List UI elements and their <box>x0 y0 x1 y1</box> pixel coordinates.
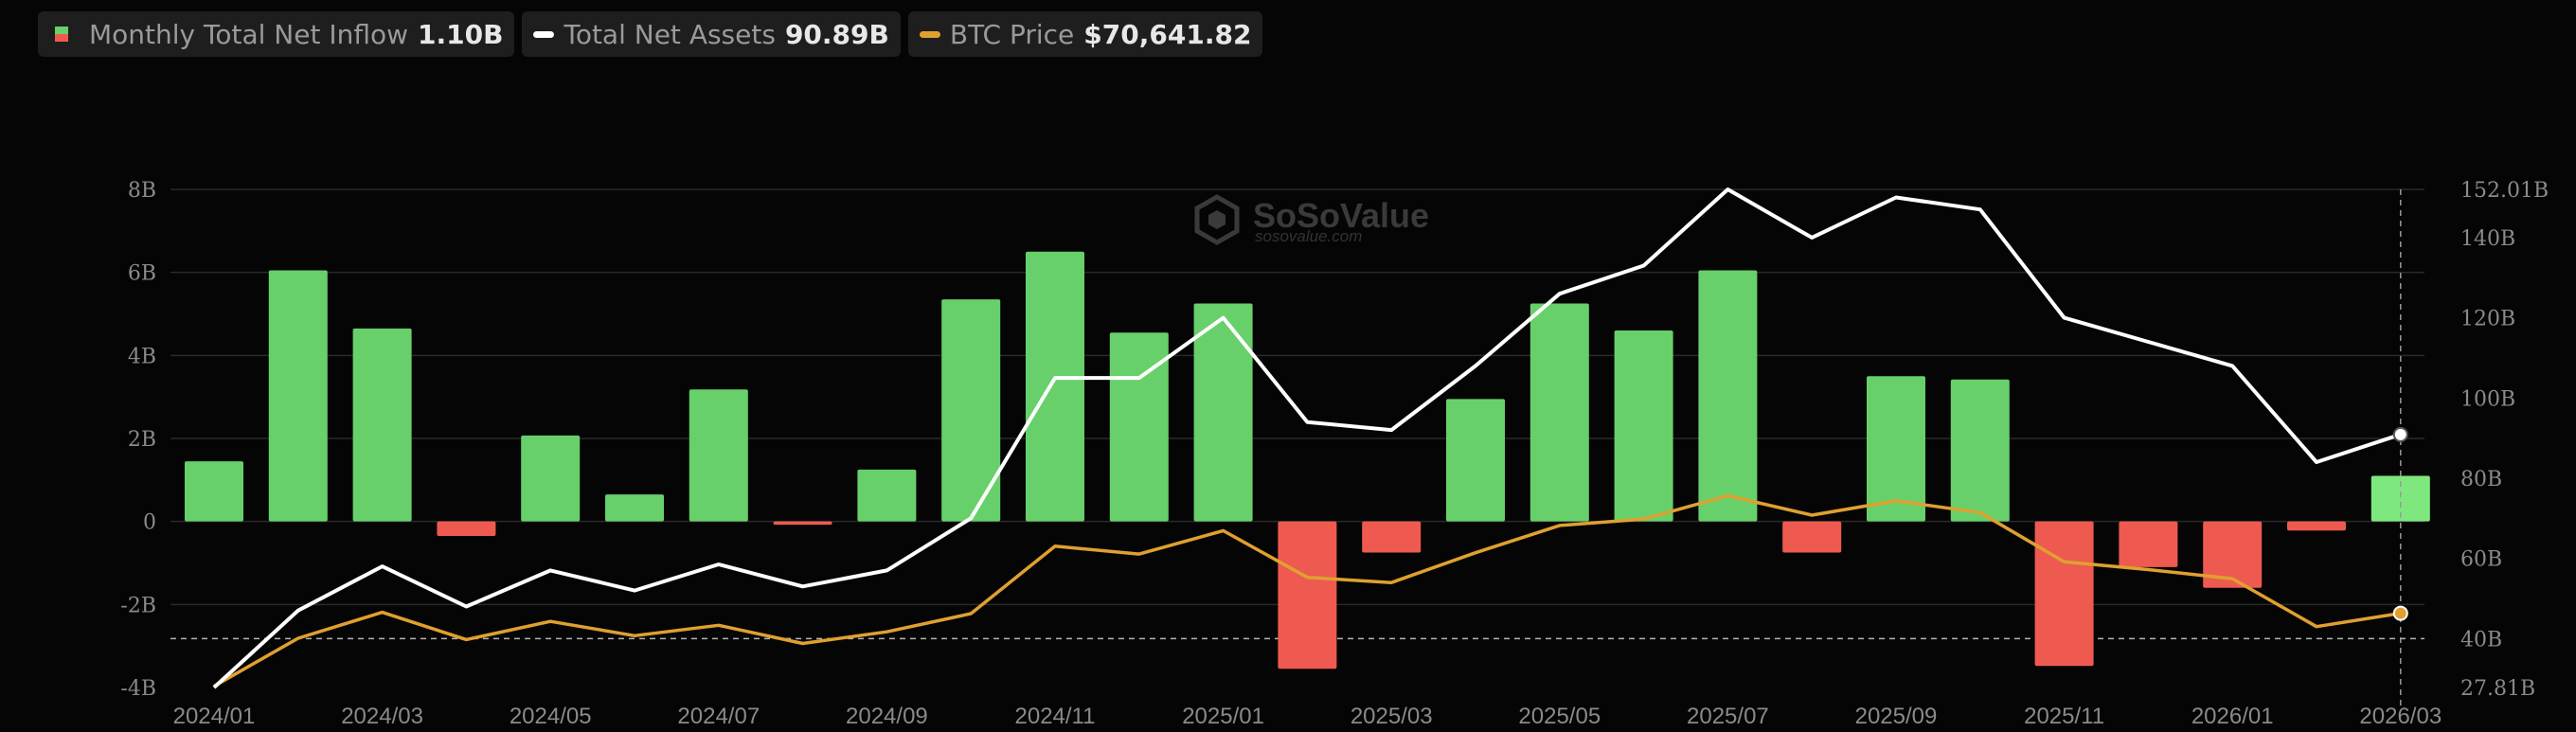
inflow-bar-2026/01 <box>2203 521 2263 588</box>
right-tick-label: 40B <box>2460 628 2502 652</box>
x-tick-label: 2025/05 <box>1518 704 1601 729</box>
assets-swatch-icon <box>533 30 555 38</box>
left-tick-label: 8B <box>128 179 156 203</box>
x-tick-label: 2025/09 <box>1855 704 1938 729</box>
chart-legend: Monthly Total Net Inflow 1.10B Total Net… <box>38 11 1263 57</box>
legend-btc-label: BTC Price <box>949 18 1075 50</box>
btc-price-line <box>213 493 2402 688</box>
right-tick-label: 140B <box>2460 227 2515 251</box>
inflow-bar-2025/11 <box>2034 521 2094 667</box>
right-tick-label: 80B <box>2460 468 2502 491</box>
inflow-swatch-icon <box>55 27 68 42</box>
net-assets-line <box>212 187 2402 689</box>
x-tick-label: 2025/03 <box>1351 704 1433 729</box>
legend-inflow[interactable]: Monthly Total Net Inflow 1.10B <box>38 11 515 57</box>
x-tick-label: 2024/07 <box>677 704 760 729</box>
right-tick-label: 120B <box>2460 308 2515 331</box>
inflow-bar-2025/06 <box>1614 330 1673 522</box>
x-tick-label: 2024/11 <box>1015 704 1096 729</box>
inflow-bar-2025/02 <box>1278 521 1337 670</box>
inflow-bar-2024/05 <box>521 435 581 522</box>
inflow-bar-2024/07 <box>689 389 748 522</box>
inflow-bar-2024/08 <box>773 521 832 526</box>
watermark-url: sosovalue.com <box>1255 227 1362 245</box>
legend-btc[interactable]: BTC Price $70,641.82 <box>907 11 1263 57</box>
legend-assets-label: Total Net Assets <box>564 18 776 50</box>
right-tick-label: 27.81B <box>2460 677 2535 701</box>
inflow-bars <box>185 251 2430 670</box>
inflow-bar-2024/11 <box>1026 251 1084 522</box>
x-tick-label: 2025/01 <box>1182 704 1264 729</box>
inflow-bar-2025/04 <box>1446 399 1505 522</box>
inflow-bar-2025/09 <box>1867 376 1925 522</box>
right-tick-label: 100B <box>2460 387 2515 411</box>
left-tick-label: 0 <box>143 511 156 535</box>
left-tick-label: -2B <box>120 594 156 617</box>
legend-inflow-label: Monthly Total Net Inflow <box>89 18 409 50</box>
left-tick-label: 6B <box>128 262 156 286</box>
btc-swatch-icon <box>919 30 940 38</box>
right-tick-label: 60B <box>2460 548 2502 572</box>
sosovalue-logo-icon <box>1194 194 1240 245</box>
inflow-bar-2025/12 <box>2119 521 2178 567</box>
inflow-bar-2024/04 <box>437 521 496 537</box>
x-tick-label: 2024/09 <box>846 704 928 729</box>
inflow-bar-2024/06 <box>605 494 664 522</box>
inflow-bar-2025/08 <box>1782 521 1842 553</box>
inflow-bar-2025/01 <box>1193 303 1253 522</box>
inflow-bar-2025/10 <box>1950 379 2010 522</box>
x-tick-label: 2024/05 <box>510 704 592 729</box>
legend-assets[interactable]: Total Net Assets 90.89B <box>522 11 901 57</box>
legend-inflow-value: 1.10B <box>418 18 504 50</box>
inflow-bar-2025/03 <box>1362 521 1422 553</box>
inflow-bar-2024/02 <box>268 270 328 522</box>
inflow-bar-2024/09 <box>857 469 917 522</box>
legend-btc-value: $70,641.82 <box>1083 18 1252 50</box>
right-axis: 27.81B 40B 60B 80B 100B 120B 140B 152.01B <box>2460 179 2549 701</box>
hover-cursor <box>2392 189 2408 706</box>
inflow-bar-2024/10 <box>941 299 1001 522</box>
x-tick-label: 2026/01 <box>2191 704 2274 729</box>
x-axis: 2024/01 2024/03 2024/05 2024/07 2024/09 2024/… <box>173 704 2442 729</box>
inflow-bar-2025/05 <box>1530 303 1589 522</box>
x-tick-label: 2025/07 <box>1687 704 1769 729</box>
left-axis: -4B -2B 0 2B 4B 6B 8B <box>120 179 156 701</box>
left-tick-label: -4B <box>120 677 156 701</box>
right-tick-label: 152.01B <box>2460 179 2549 203</box>
watermark: SoSoValue sosovalue.com <box>1194 194 1429 245</box>
series-lines <box>212 187 2402 689</box>
left-tick-label: 4B <box>128 345 156 368</box>
inflow-bar-2026/02 <box>2287 521 2346 531</box>
inflow-bar-2024/03 <box>352 328 412 522</box>
x-tick-label: 2025/11 <box>2024 704 2104 729</box>
btc-price-marker <box>2392 605 2408 621</box>
x-tick-label: 2024/03 <box>341 704 423 729</box>
left-tick-label: 2B <box>128 428 156 452</box>
legend-assets-value: 90.89B <box>784 18 889 50</box>
x-tick-label: 2026/03 <box>2359 704 2442 729</box>
watermark-name: SoSoValue <box>1253 196 1429 235</box>
inflow-bar-2025/07 <box>1698 270 1758 522</box>
net-assets-marker <box>2392 426 2408 442</box>
inflow-bar-2024/01 <box>185 461 243 522</box>
inflow-bar-2026/03 <box>2370 475 2430 522</box>
x-tick-label: 2024/01 <box>173 704 256 729</box>
